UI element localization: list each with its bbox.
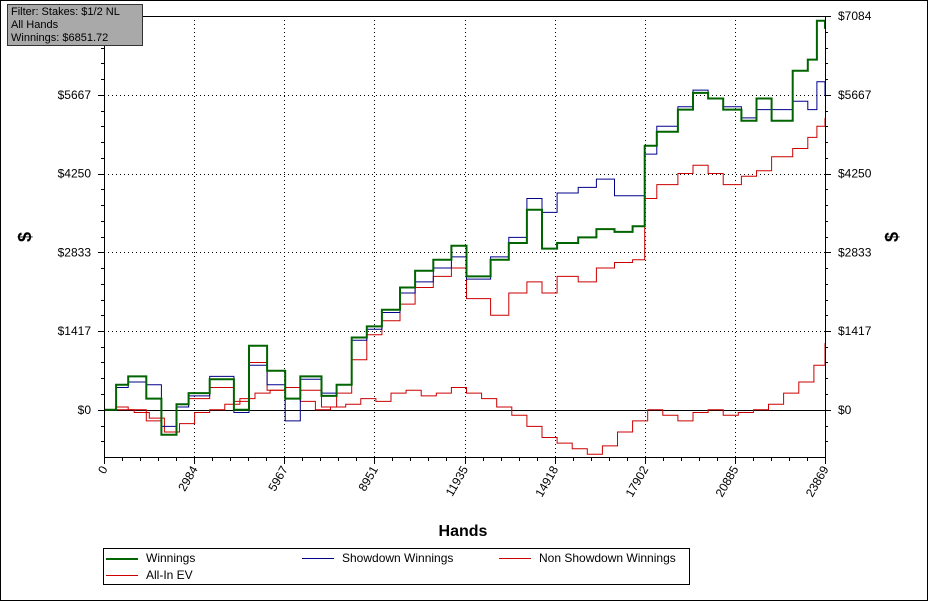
legend-swatch-showdown-winnings [302,558,334,559]
y-tick-label-left: $5667 [58,88,92,102]
y-tick-label-right: $4250 [838,167,872,181]
grid [104,16,825,457]
x-tick-label: 0 [95,463,111,476]
y-tick-label-right: $0 [838,403,852,417]
legend-label-non-showdown-winnings: Non Showdown Winnings [539,551,676,565]
x-tick-label: 2984 [175,463,201,493]
legend-label-showdown-winnings: Showdown Winnings [342,551,454,565]
legend-label-all-in-ev: All-In EV [146,568,193,582]
filter-stakes-text: Filter: Stakes: $1/2 NL [11,6,120,18]
legend-swatch-non-showdown-winnings [499,558,531,559]
x-tick-label: 23869 [803,463,832,499]
legend-swatch-all-in-ev [106,575,138,576]
legend-label-winnings: Winnings [146,551,196,565]
y-tick-label-right: $7084 [838,9,872,23]
filter-hands-text: All Hands [11,19,59,31]
y-tick-label-left: $4250 [58,167,92,181]
x-tick-label: 20885 [713,463,742,499]
y-axis-title-left: $ [15,232,35,242]
y-tick-label-right: $2833 [838,245,872,259]
series-lines [104,19,826,455]
legend-swatch-winnings [106,558,138,560]
filter-winnings-text: Winnings: $6851.72 [11,32,109,44]
y-tick-label-left: $1417 [58,324,92,338]
ticks: $0 $0 $1417 $1417 $2833 $2833 $4250 $4250 $5667 $… [58,9,872,499]
legend: Winnings Showdown Winnings Non Showdown … [103,548,690,585]
x-axis-title: Hands [439,523,488,540]
series-line-showdown-winnings [104,81,826,427]
y-tick-label-left: $0 [78,403,92,417]
series-line-all-in-ev [104,117,826,436]
filter-info-box: Filter: Stakes: $1/2 NL All Hands Winnin… [7,4,143,46]
x-tick-label: 5967 [265,463,291,493]
x-tick-label: 17902 [623,463,652,499]
series-line-non-showdown-winnings [104,343,826,455]
y-axis-title-right: $ [882,232,902,242]
x-tick-label: 8951 [356,463,382,493]
y-tick-label-right: $5667 [838,88,872,102]
y-tick-label-left: $2833 [58,245,92,259]
y-tick-label-right: $1417 [838,324,872,338]
x-tick-label: 14918 [532,463,561,499]
series-line-winnings [104,19,826,436]
x-tick-label: 11935 [443,463,472,498]
